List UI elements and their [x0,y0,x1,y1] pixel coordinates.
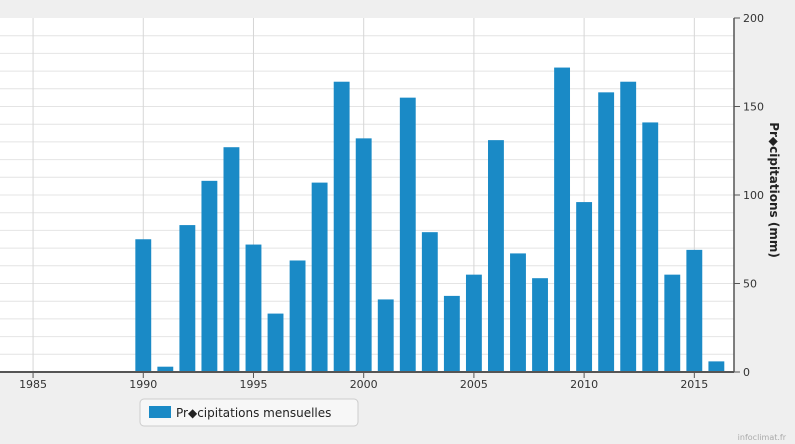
y-axis-ticks: 0 50 100 150 200 [734,12,764,379]
bar [664,274,681,372]
bar [399,97,416,373]
bar [443,295,460,372]
bar [708,361,725,372]
bar [686,249,703,372]
bar [355,138,372,372]
bar [554,67,571,372]
x-tick-label: 2000 [350,378,378,391]
bar [620,81,637,372]
legend-swatch [149,406,171,418]
bar [245,244,262,372]
x-tick-label: 2015 [680,378,708,391]
bar [201,180,218,372]
bar [598,92,615,372]
y-tick-label: 0 [743,366,750,379]
bar [421,232,438,372]
x-axis-ticks: 1985 1990 1995 2000 2005 2010 2015 [19,372,708,391]
bar [223,147,240,372]
bar [465,274,482,372]
bar [488,140,504,372]
legend[interactable]: Pr◆cipitations mensuelles [139,398,359,427]
bar [179,225,196,372]
bar [289,260,306,372]
bar [333,81,350,372]
bars-series [135,67,725,373]
bar [311,182,328,372]
legend-box [139,398,359,427]
x-tick-label: 2005 [460,378,488,391]
bar [532,278,548,372]
x-tick-label: 1995 [239,378,267,391]
x-tick-label: 2010 [570,378,598,391]
y-tick-label: 100 [743,189,764,202]
y-tick-label: 200 [743,12,764,25]
bar [267,313,284,372]
x-tick-label: 1985 [19,378,47,391]
bar [135,239,152,372]
bar [576,202,593,372]
legend-label: Pr◆cipitations mensuelles [176,406,331,420]
bar [377,299,394,372]
bar [642,122,659,373]
bar [157,366,174,372]
x-tick-label: 1990 [129,378,157,391]
credit-text: infoclimat.fr [738,433,787,442]
y-tick-label: 50 [743,278,757,291]
bar [510,253,526,372]
y-axis-title: Pr◆cipitations (mm) [767,122,781,258]
y-tick-label: 150 [743,101,764,114]
